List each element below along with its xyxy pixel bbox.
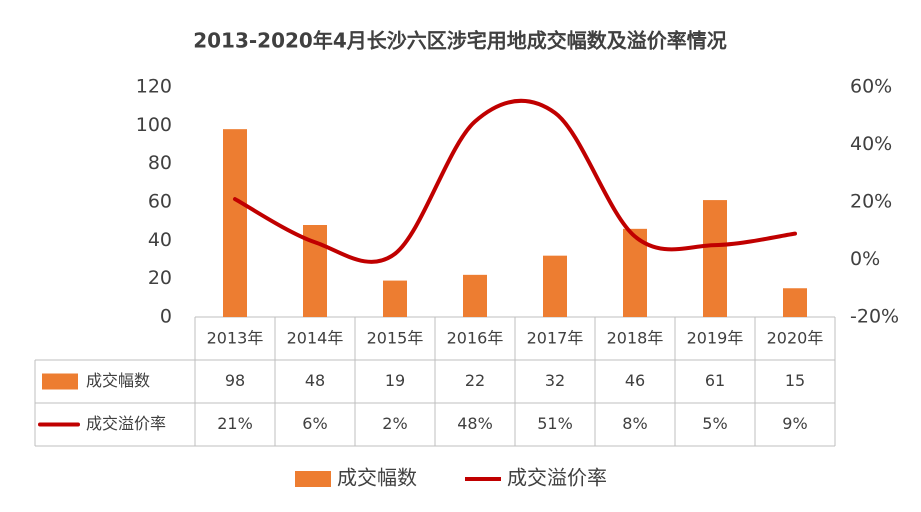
bar	[543, 255, 567, 317]
table-value: 19	[385, 371, 405, 390]
table-value: 98	[225, 371, 245, 390]
table-value: 61	[705, 371, 725, 390]
table-value: 32	[545, 371, 565, 390]
y2-tick-label: 0%	[850, 248, 880, 270]
table-row-label: 成交幅数	[86, 371, 150, 390]
x-tick-label: 2017年	[527, 329, 584, 348]
table-value: 51%	[537, 414, 573, 433]
table-value: 8%	[622, 414, 647, 433]
bar	[783, 288, 807, 317]
y-tick-label: 100	[136, 114, 172, 136]
x-tick-label: 2014年	[287, 329, 344, 348]
table-value: 22	[465, 371, 485, 390]
y2-tick-label: -20%	[850, 306, 899, 328]
legend-label: 成交幅数	[337, 466, 417, 490]
table-value: 9%	[782, 414, 807, 433]
bar	[223, 129, 247, 317]
table-value: 21%	[217, 414, 253, 433]
x-tick-label: 2019年	[687, 329, 744, 348]
y-tick-label: 60	[148, 191, 172, 213]
legend-label: 成交溢价率	[507, 466, 607, 490]
y-tick-label: 80	[148, 152, 172, 174]
table-value: 48	[305, 371, 325, 390]
table-value: 48%	[457, 414, 493, 433]
line	[233, 98, 797, 264]
bar	[703, 200, 727, 317]
chart-title: 2013-2020年4月长沙六区涉宅用地成交幅数及溢价率情况	[193, 29, 727, 53]
x-tick-label: 2020年	[767, 329, 824, 348]
x-tick-label: 2016年	[447, 329, 504, 348]
x-tick-label: 2013年	[207, 329, 264, 348]
y2-tick-label: 20%	[850, 191, 892, 213]
x-tick-label: 2018年	[607, 329, 664, 348]
y-tick-label: 0	[160, 306, 172, 328]
x-tick-label: 2015年	[367, 329, 424, 348]
table-legend-key	[42, 373, 78, 390]
table-value: 5%	[702, 414, 727, 433]
y2-tick-label: 60%	[850, 76, 892, 98]
table-value: 46	[625, 371, 645, 390]
y-tick-label: 40	[148, 229, 172, 251]
legend-key	[295, 471, 331, 487]
table-value: 6%	[302, 414, 327, 433]
table-row-label: 成交溢价率	[86, 414, 166, 433]
y-tick-label: 20	[148, 267, 172, 289]
y-tick-label: 120	[136, 76, 172, 98]
table-value: 15	[785, 371, 805, 390]
table-value: 2%	[382, 414, 407, 433]
bar	[463, 274, 487, 317]
bar	[383, 280, 407, 317]
y2-tick-label: 40%	[850, 133, 892, 155]
